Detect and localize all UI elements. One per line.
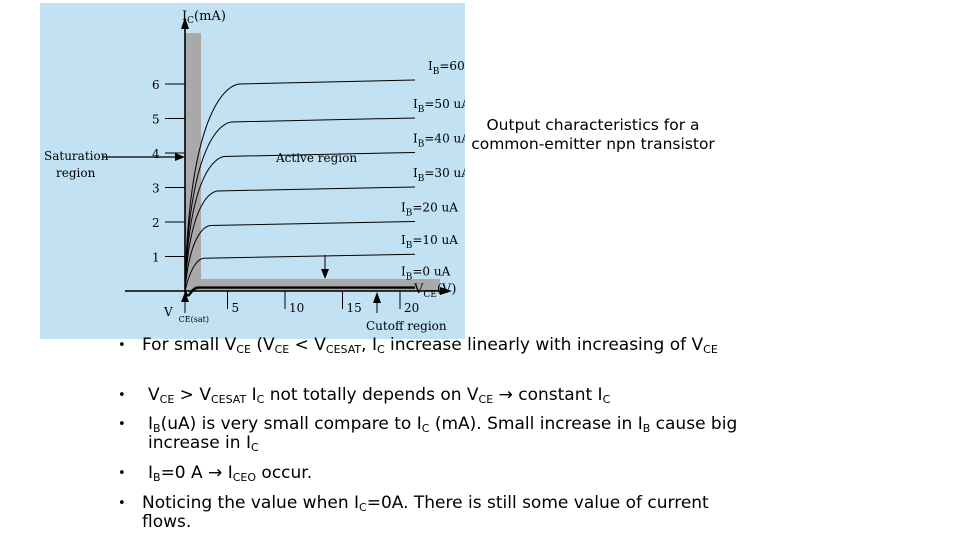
ib-curve-label: IB=0 uA xyxy=(401,265,451,283)
cutoff-arrowhead-left xyxy=(321,269,329,279)
text-run: cause big increase in I xyxy=(148,414,738,453)
subscript: B xyxy=(642,422,651,435)
ib-curve-label: IB=20 uA xyxy=(401,200,458,218)
x-tick-label: 10 xyxy=(289,301,304,315)
bullet-text: For small VCE (VCE < VCESAT, IC increase… xyxy=(142,335,732,356)
subscript: B xyxy=(153,422,161,435)
ib-curve xyxy=(184,186,416,292)
x-axis-label: VCE(V) xyxy=(413,282,456,300)
subscript: B xyxy=(153,471,161,484)
text-run: V xyxy=(148,385,160,405)
text-run: (uA) is very small compare to I xyxy=(160,414,422,434)
text-run: (mA). Small increase in I xyxy=(429,414,643,434)
text-run: I xyxy=(246,385,257,405)
subscript: C xyxy=(250,441,259,454)
y-tick-label: 6 xyxy=(152,78,160,92)
bullet-text: Noticing the value when IC=0A. There is … xyxy=(142,494,732,532)
bullet-text: IB=0 A → ICEO occur. xyxy=(148,463,738,484)
text-run: I xyxy=(148,463,154,483)
x-tick-label: 5 xyxy=(232,301,240,315)
bullet-dot: • xyxy=(118,338,126,353)
y-tick-label: 1 xyxy=(152,251,160,265)
ib-curve-label: IB=30 uA xyxy=(413,166,465,184)
subscript: CE xyxy=(236,343,251,356)
ib-curve xyxy=(184,220,416,292)
ib-curve xyxy=(183,286,415,297)
text-run: Noticing the value when I xyxy=(142,493,360,513)
ib-curve-label: IB=10 uA xyxy=(401,233,458,251)
subscript: C xyxy=(421,422,430,435)
bullet-dot: • xyxy=(118,417,126,432)
y-tick-label: 5 xyxy=(152,113,160,127)
ib-curve-label: IB=40 uA xyxy=(413,131,465,149)
text-run: =0A. There is still some value of curren… xyxy=(142,493,709,532)
cutoff-region-label: Cutoff region xyxy=(366,319,447,333)
bullet-dot: • xyxy=(118,496,126,511)
subscript: CESAT xyxy=(210,393,247,406)
cutoff-region-strip xyxy=(185,279,440,291)
text-run: , I xyxy=(361,335,377,355)
subscript: CE xyxy=(274,343,290,356)
ib-curve xyxy=(184,253,416,292)
x-tick-label: 20 xyxy=(404,301,419,315)
y-tick-label: 2 xyxy=(152,216,160,230)
bullet-text: IB(uA) is very small compare to IC (mA).… xyxy=(148,414,738,454)
y-axis-arrow xyxy=(181,17,189,29)
text-run: =0 A → I xyxy=(160,463,233,483)
text-run: (V xyxy=(250,335,275,355)
text-run: For small V xyxy=(142,335,237,355)
ib-curve xyxy=(184,79,416,292)
bullet-text: VCE > VCESAT IC not totally depends on V… xyxy=(148,385,738,406)
output-characteristics-chart: IC(mA) VCE(V) Saturation region Active r… xyxy=(44,9,465,333)
subscript: CE xyxy=(703,343,718,356)
ib-curve xyxy=(184,151,416,292)
vce-sat-label: VCE(sat) xyxy=(163,305,209,324)
text-run: → constant I xyxy=(493,385,603,405)
subscript: CE xyxy=(159,393,175,406)
cutoff-arrowhead-right xyxy=(373,292,381,303)
saturation-label-line2: region xyxy=(56,166,96,180)
y-tick-label: 4 xyxy=(152,147,160,161)
x-tick-label: 15 xyxy=(347,301,362,315)
figure-caption: Output characteristics for a common-emit… xyxy=(471,116,715,153)
text-run: < V xyxy=(289,335,326,355)
x-axis-arrow xyxy=(440,287,452,295)
text-run: I xyxy=(148,414,154,434)
bullet-dot: • xyxy=(118,388,126,403)
text-run: increase linearly with increasing of V xyxy=(384,335,704,355)
y-axis-label: IC(mA) xyxy=(182,9,226,26)
y-tick-label: 3 xyxy=(152,182,160,196)
saturation-arrowhead xyxy=(175,153,185,161)
subscript: C xyxy=(359,501,367,514)
saturation-label-line1: Saturation xyxy=(44,149,109,163)
ib-curve-label: IB=50 uA xyxy=(413,97,465,115)
subscript: CEO xyxy=(232,471,257,484)
subscript: C xyxy=(376,343,385,356)
bullet-dot: • xyxy=(118,466,126,481)
subscript: CESAT xyxy=(325,343,362,356)
text-run: > V xyxy=(174,385,211,405)
ib-curve xyxy=(184,117,416,292)
subscript: C xyxy=(602,393,611,406)
subscript: CE xyxy=(478,393,494,406)
text-run: occur. xyxy=(256,463,313,483)
text-run: not totally depends on V xyxy=(264,385,479,405)
subscript: C xyxy=(256,393,265,406)
vce-sat-arrowhead xyxy=(181,292,189,302)
active-region-label: Active region xyxy=(275,151,357,165)
ib-curve-label: IB=60 uA xyxy=(428,59,465,77)
